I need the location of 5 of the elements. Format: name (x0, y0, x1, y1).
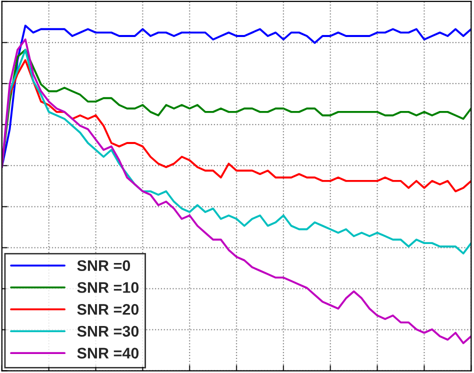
legend-label: SNR =40 (77, 348, 139, 359)
legend-label: SNR =20 (77, 304, 139, 315)
legend-label: SNR =30 (77, 326, 139, 337)
legend-label: SNR =0 (77, 260, 130, 272)
legend-label: SNR =10 (77, 282, 139, 293)
